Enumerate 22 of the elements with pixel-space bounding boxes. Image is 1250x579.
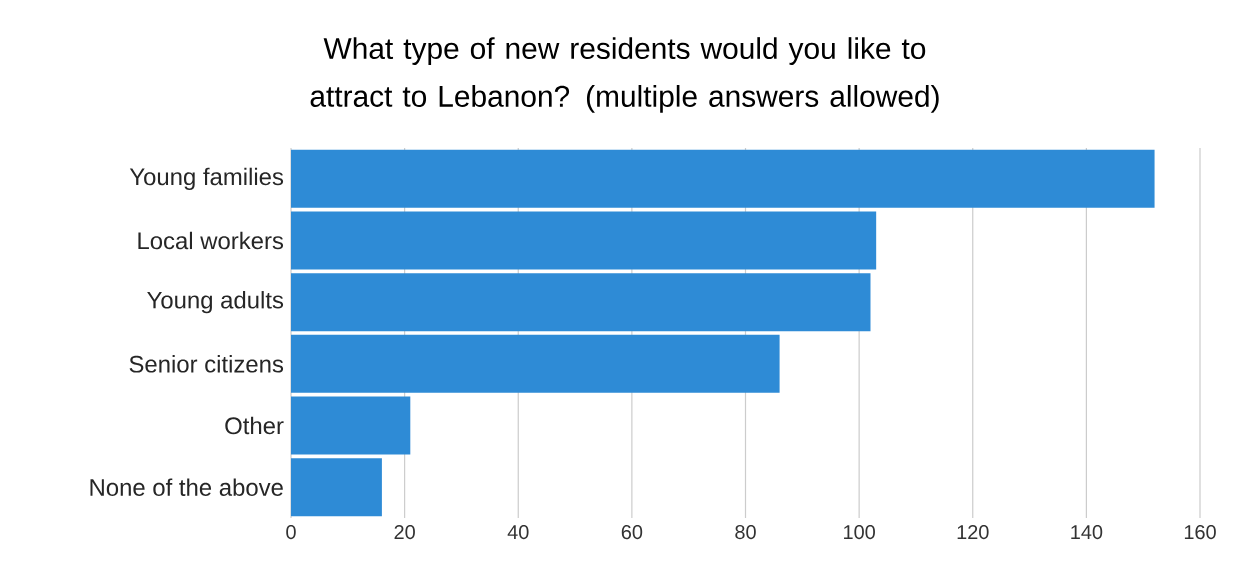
x-tick-label: 20: [394, 525, 415, 540]
x-tick-label: 120: [957, 525, 989, 540]
y-tick-label: None of the above: [90, 478, 283, 496]
bar: [291, 458, 382, 517]
y-tick-label: Young adults: [147, 291, 284, 314]
y-tick-label: Senior citizens: [129, 355, 284, 373]
chart-title: What type of new residents would you like to attract to Lebanon? (multiple answers allowed): [310, 37, 939, 113]
x-tick-label: 40: [507, 525, 529, 540]
x-tick-label: 100: [844, 525, 875, 540]
y-tick-label: Local workers: [138, 231, 284, 250]
y-tick-label: Young families: [129, 167, 284, 190]
bar: [291, 334, 780, 393]
x-tick-label: 160: [1184, 525, 1216, 540]
bar: [291, 273, 871, 332]
x-tick-label: 80: [735, 525, 756, 540]
bar: [291, 396, 411, 455]
x-tick-label: 0: [286, 525, 296, 540]
y-tick-label: Other: [225, 416, 284, 435]
bar: [291, 211, 877, 270]
bar: [291, 149, 1155, 208]
x-tick-label: 60: [621, 525, 643, 540]
x-tick-label: 140: [1071, 525, 1103, 540]
